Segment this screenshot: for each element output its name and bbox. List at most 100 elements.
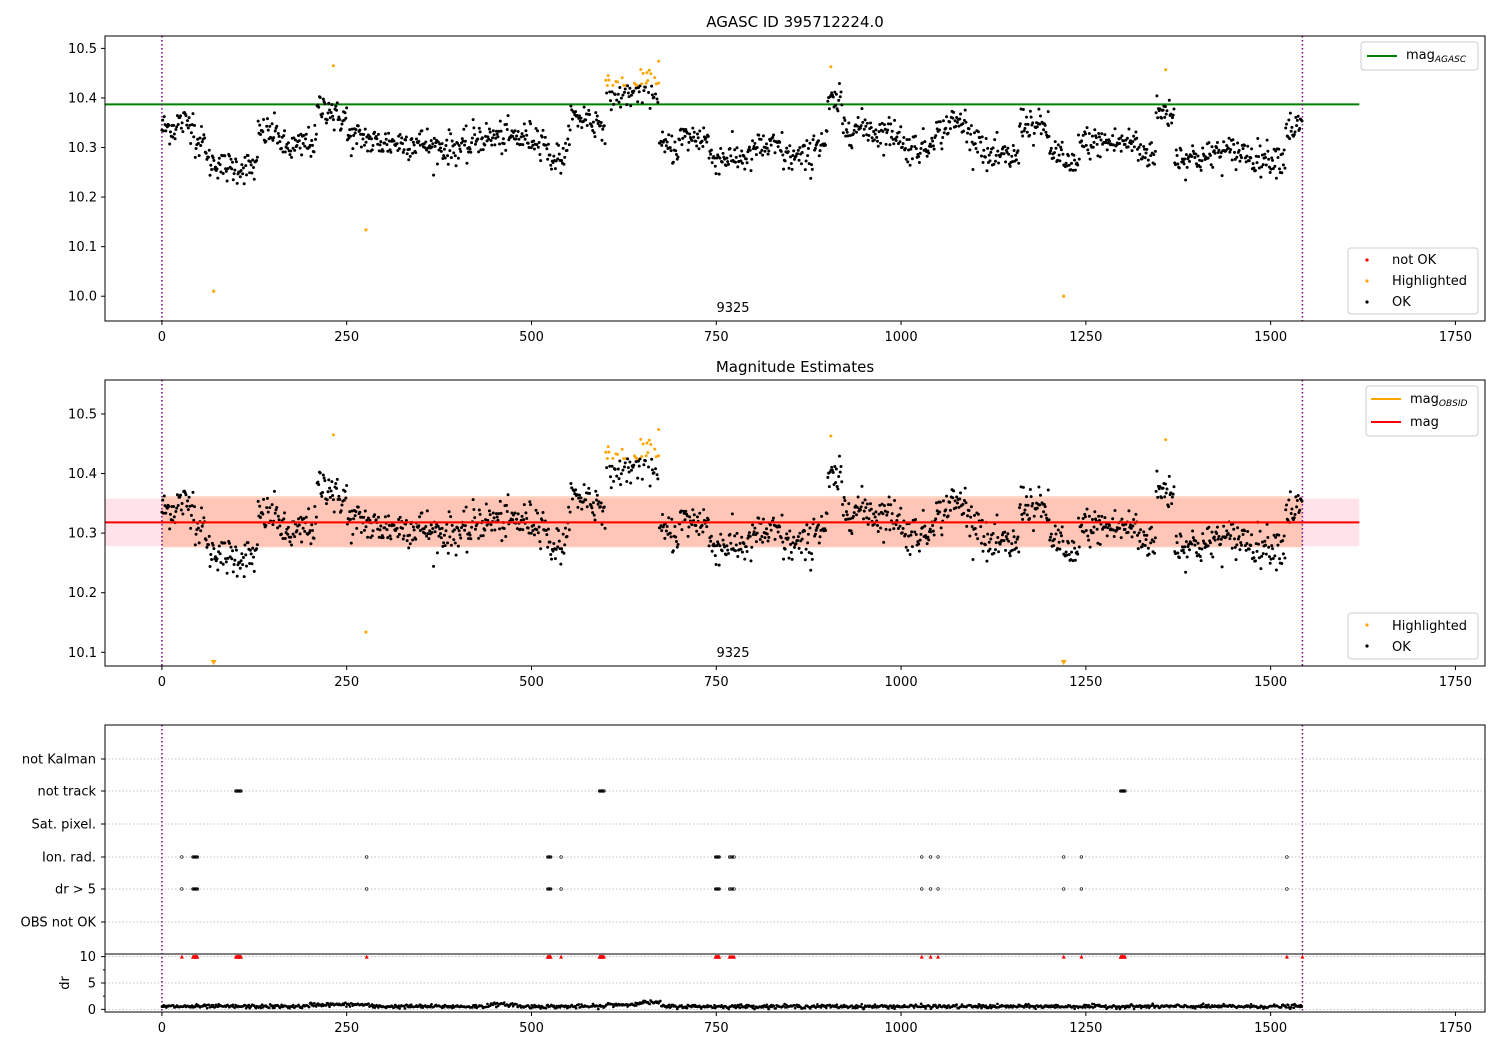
highlighted-point — [611, 456, 615, 460]
dr-point — [291, 1003, 295, 1007]
ok-point — [250, 171, 254, 175]
ok-point — [388, 534, 392, 538]
ok-point — [796, 152, 800, 156]
dr-point — [471, 1006, 474, 1009]
ok-point — [728, 532, 732, 536]
ok-point — [904, 157, 908, 161]
ok-point — [872, 512, 876, 516]
ok-point — [1071, 168, 1075, 172]
ok-point — [1092, 525, 1096, 529]
ok-point — [404, 518, 408, 522]
ok-point — [251, 165, 255, 169]
ok-point — [942, 131, 946, 135]
ok-point — [1144, 151, 1148, 155]
ok-point — [746, 536, 750, 540]
ok-point — [964, 501, 968, 505]
ok-point — [994, 153, 998, 157]
ok-point — [671, 160, 675, 164]
ok-point — [295, 529, 299, 533]
ok-point — [401, 537, 405, 541]
ok-point — [1031, 143, 1035, 147]
ok-point — [437, 534, 441, 538]
ok-point — [567, 124, 571, 128]
ok-point — [1025, 495, 1029, 499]
dr-point — [254, 1006, 258, 1010]
ok-point — [590, 506, 594, 510]
ok-point — [864, 124, 868, 128]
ok-point — [431, 527, 435, 531]
ok-point — [754, 540, 758, 544]
ok-point — [218, 552, 222, 556]
ok-point — [1024, 503, 1028, 507]
ok-point — [193, 543, 197, 547]
ok-point — [396, 535, 400, 539]
ok-point — [240, 552, 244, 556]
ok-point — [593, 135, 597, 139]
x-tick-label: 1750 — [1439, 1021, 1472, 1036]
ok-point — [1061, 152, 1065, 156]
ok-point — [843, 499, 847, 503]
ok-point — [1120, 134, 1124, 138]
ok-point — [439, 149, 443, 153]
ok-point — [740, 161, 744, 165]
ok-point — [1048, 151, 1052, 155]
dr-point — [835, 1003, 839, 1006]
dr-point — [979, 1003, 982, 1007]
ok-point — [805, 523, 809, 527]
ok-point — [1014, 546, 1018, 550]
ok-point — [211, 543, 215, 547]
ok-point — [281, 150, 285, 154]
ok-point — [623, 461, 627, 465]
highlighted-point — [641, 442, 645, 446]
ok-point — [827, 485, 831, 489]
ok-point — [1251, 162, 1255, 166]
ok-point — [283, 511, 287, 515]
ok-point — [1261, 552, 1265, 556]
ok-point — [453, 143, 457, 147]
ok-point — [234, 157, 238, 161]
ok-point — [442, 147, 446, 151]
ok-point — [514, 137, 518, 141]
ok-point — [1290, 125, 1294, 129]
ok-point — [562, 551, 566, 555]
flag-point — [1062, 887, 1066, 891]
ok-point — [751, 532, 755, 536]
ok-point — [1179, 534, 1183, 538]
ok-point — [796, 539, 800, 543]
ok-point — [587, 486, 591, 490]
ok-point — [368, 518, 372, 522]
ok-point — [286, 141, 290, 145]
legend-mag-obsid-subscript: OBSID — [1439, 399, 1468, 409]
dr-point — [785, 1003, 788, 1007]
highlighted-point — [635, 84, 639, 88]
ok-point — [181, 512, 185, 516]
ok-point — [1038, 493, 1042, 497]
ok-point — [328, 116, 332, 120]
ok-point — [1020, 513, 1024, 517]
ok-point — [418, 132, 422, 136]
ok-point — [557, 529, 561, 533]
ok-point — [414, 137, 418, 141]
ok-point — [210, 557, 214, 561]
ok-point — [595, 498, 599, 502]
ok-point — [492, 133, 496, 137]
ok-point — [984, 137, 988, 141]
x-tick-label: 1500 — [1254, 675, 1287, 690]
ok-point — [362, 528, 366, 532]
ok-point — [1190, 542, 1194, 546]
ok-point — [580, 126, 584, 130]
ok-point — [557, 152, 561, 156]
ok-point — [331, 118, 335, 122]
ok-point — [668, 146, 672, 150]
dr-point — [850, 1004, 854, 1007]
ok-point — [579, 496, 583, 500]
ok-point — [374, 518, 378, 522]
ok-point — [1274, 176, 1278, 180]
ok-point — [1091, 145, 1095, 149]
ok-point — [335, 477, 339, 481]
legend-mag-obsid-label: mag — [1410, 392, 1439, 407]
ok-point — [317, 105, 321, 109]
ok-point — [992, 551, 996, 555]
ok-point — [725, 156, 729, 160]
ok-point — [865, 516, 869, 520]
